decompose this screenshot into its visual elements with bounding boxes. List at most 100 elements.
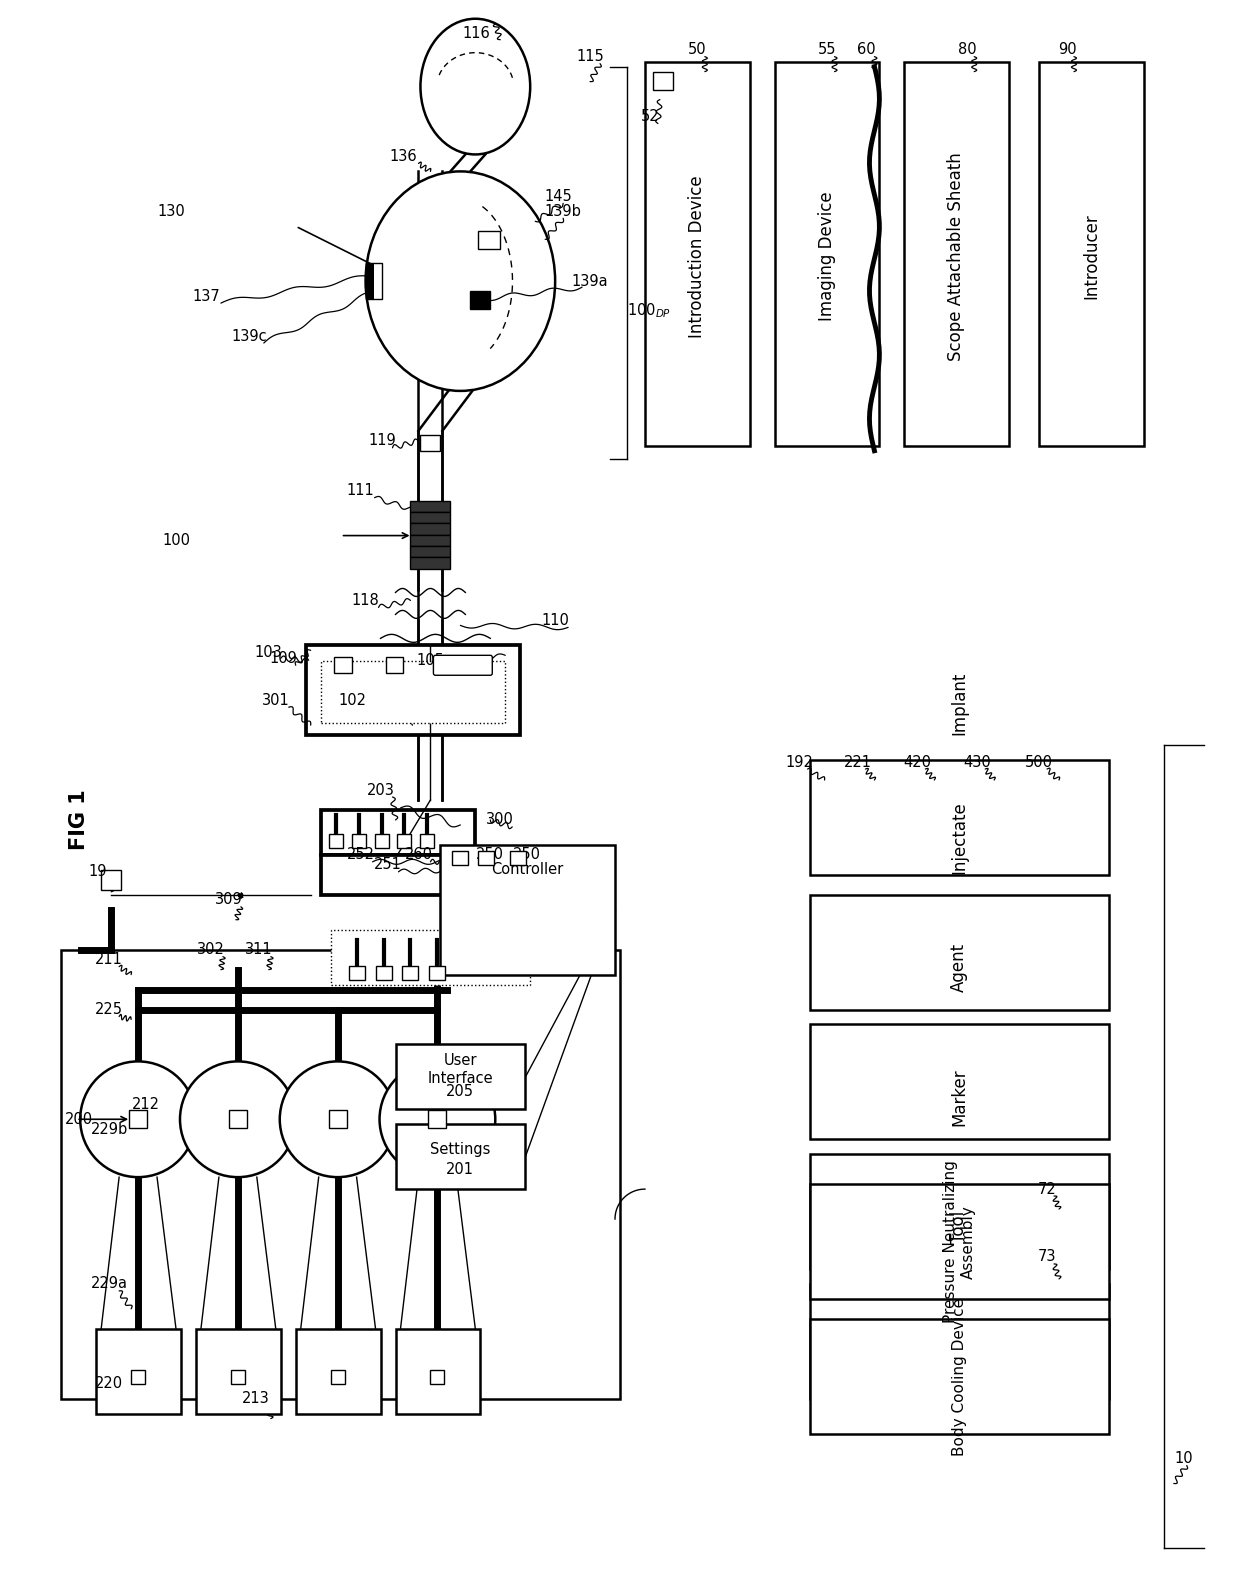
Bar bbox=[396, 1045, 526, 1110]
Text: 10: 10 bbox=[1174, 1452, 1193, 1466]
Text: 250: 250 bbox=[513, 847, 541, 862]
Bar bbox=[410, 556, 450, 569]
Text: 109: 109 bbox=[270, 650, 298, 666]
Text: 72: 72 bbox=[1038, 1181, 1056, 1197]
Bar bbox=[479, 231, 500, 250]
Bar bbox=[97, 1329, 181, 1414]
Text: 136: 136 bbox=[389, 149, 418, 164]
Text: 115: 115 bbox=[577, 49, 604, 64]
Text: 19: 19 bbox=[89, 865, 108, 879]
Bar bbox=[329, 833, 342, 847]
Ellipse shape bbox=[366, 172, 556, 391]
Bar bbox=[420, 434, 440, 452]
Text: 50: 50 bbox=[687, 43, 706, 57]
Bar bbox=[470, 291, 490, 308]
Text: Marker: Marker bbox=[950, 1068, 968, 1126]
Bar bbox=[653, 72, 673, 89]
Bar bbox=[410, 534, 450, 545]
Text: 203: 203 bbox=[367, 782, 394, 798]
Bar bbox=[510, 851, 526, 865]
Text: FIG 1: FIG 1 bbox=[69, 790, 89, 851]
Bar bbox=[479, 851, 495, 865]
Text: 110: 110 bbox=[541, 612, 569, 628]
Bar bbox=[348, 965, 365, 979]
Text: 192: 192 bbox=[786, 755, 813, 770]
Text: 211: 211 bbox=[95, 952, 123, 967]
Text: 60: 60 bbox=[857, 43, 875, 57]
Bar bbox=[429, 965, 445, 979]
Text: Body Cooling Device: Body Cooling Device bbox=[952, 1297, 967, 1456]
Text: 205: 205 bbox=[446, 1084, 475, 1099]
Bar bbox=[102, 870, 122, 890]
Text: 221: 221 bbox=[843, 755, 872, 770]
Text: 301: 301 bbox=[262, 693, 290, 708]
Text: 118: 118 bbox=[352, 593, 379, 607]
Text: Implant: Implant bbox=[950, 671, 968, 735]
Bar bbox=[398, 833, 412, 847]
Bar bbox=[420, 833, 434, 847]
Text: 102: 102 bbox=[339, 693, 367, 708]
Text: 100: 100 bbox=[162, 533, 190, 549]
Bar bbox=[386, 657, 403, 673]
Bar bbox=[430, 1369, 444, 1383]
Text: Controller: Controller bbox=[491, 862, 563, 878]
Text: 80: 80 bbox=[959, 43, 977, 57]
Bar bbox=[374, 833, 388, 847]
Text: 73: 73 bbox=[1038, 1250, 1056, 1264]
Bar bbox=[810, 1318, 1109, 1434]
Bar bbox=[410, 523, 450, 534]
Bar bbox=[410, 512, 450, 523]
Text: Pressure Neutralizing
Assembly: Pressure Neutralizing Assembly bbox=[944, 1161, 976, 1323]
Bar bbox=[810, 1024, 1109, 1138]
Text: 229b: 229b bbox=[91, 1123, 128, 1137]
Text: 103: 103 bbox=[255, 646, 283, 660]
Text: 55: 55 bbox=[818, 43, 837, 57]
Bar bbox=[410, 501, 450, 512]
Bar bbox=[196, 1329, 280, 1414]
Text: 225: 225 bbox=[95, 1002, 123, 1018]
Bar bbox=[129, 1110, 148, 1129]
Bar bbox=[453, 851, 469, 865]
Ellipse shape bbox=[420, 19, 531, 154]
Text: 302: 302 bbox=[197, 943, 224, 957]
Text: 139b: 139b bbox=[544, 204, 582, 219]
Text: Tool: Tool bbox=[950, 1212, 968, 1243]
Bar bbox=[329, 1110, 347, 1129]
Bar bbox=[366, 264, 382, 299]
Bar bbox=[440, 844, 615, 975]
Text: Injectate: Injectate bbox=[950, 801, 968, 875]
Text: 260: 260 bbox=[404, 847, 433, 862]
Text: 145: 145 bbox=[544, 189, 572, 204]
Bar bbox=[810, 760, 1109, 875]
Bar bbox=[396, 1124, 526, 1189]
Text: 300: 300 bbox=[486, 812, 515, 827]
Bar bbox=[810, 895, 1109, 1010]
Circle shape bbox=[81, 1062, 196, 1177]
Text: Introduction Device: Introduction Device bbox=[688, 175, 706, 337]
Bar bbox=[352, 833, 366, 847]
Bar bbox=[131, 1369, 145, 1383]
Text: 212: 212 bbox=[133, 1097, 160, 1111]
Bar bbox=[331, 930, 531, 984]
Text: User
Interface: User Interface bbox=[428, 1053, 494, 1086]
Text: 252: 252 bbox=[347, 847, 374, 862]
Text: Agent: Agent bbox=[950, 943, 968, 992]
Text: 100$_{DP}$: 100$_{DP}$ bbox=[627, 302, 671, 321]
Text: 137: 137 bbox=[192, 289, 219, 304]
Bar bbox=[229, 1110, 247, 1129]
Bar bbox=[1039, 62, 1143, 445]
Text: Settings: Settings bbox=[430, 1142, 491, 1156]
Bar bbox=[321, 809, 475, 855]
Circle shape bbox=[379, 1062, 495, 1177]
Bar bbox=[810, 1185, 1109, 1299]
Bar bbox=[295, 1329, 381, 1414]
Text: 111: 111 bbox=[347, 483, 374, 498]
Bar bbox=[396, 1329, 480, 1414]
Text: 500: 500 bbox=[1025, 755, 1053, 770]
Text: 229a: 229a bbox=[91, 1277, 128, 1291]
Bar bbox=[376, 965, 392, 979]
Text: 311: 311 bbox=[246, 943, 273, 957]
Bar bbox=[403, 965, 418, 979]
Text: 116: 116 bbox=[463, 25, 490, 41]
Bar bbox=[429, 1110, 446, 1129]
